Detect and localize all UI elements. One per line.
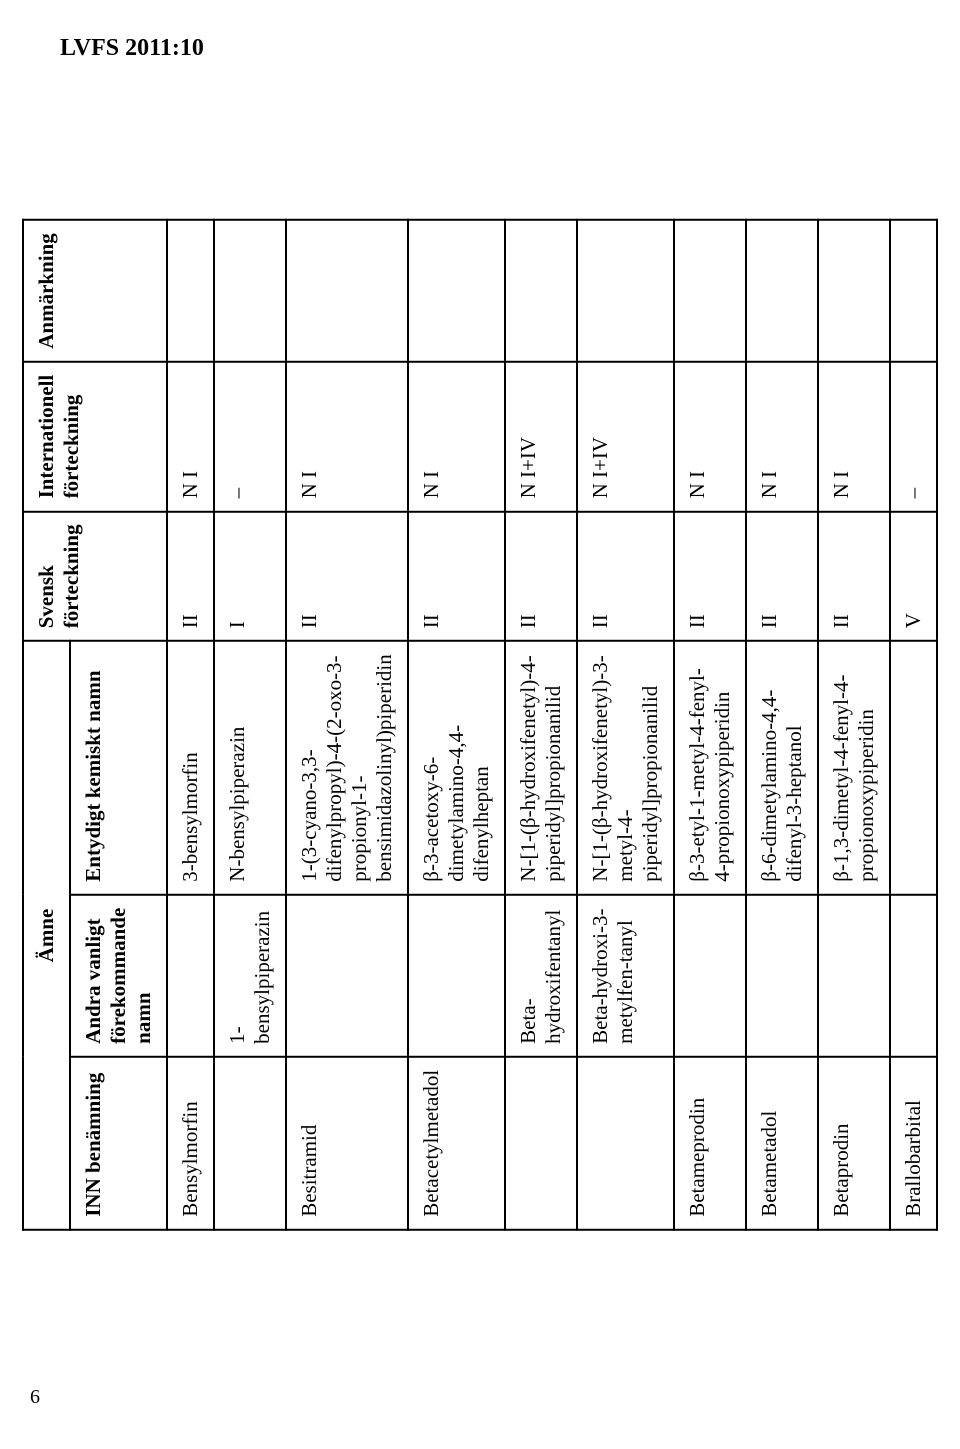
cell-note: [577, 220, 674, 362]
cell-intl: N I: [746, 361, 818, 511]
page-number: 6: [30, 1386, 40, 1409]
document-page: LVFS 2011:10 6 Ämne Svensk förteckning I…: [0, 0, 960, 1449]
cell-inn: Besitramid: [286, 1056, 408, 1229]
substance-table: Ämne Svensk förteckning Internationell f…: [22, 219, 938, 1231]
cell-note: [746, 220, 818, 362]
cell-note: [214, 220, 286, 362]
doc-id-header: LVFS 2011:10: [60, 35, 900, 62]
table-row: Betametadol β-6-dimetylamino-4,4-difenyl-…: [746, 220, 818, 1230]
cell-intl: –: [214, 361, 286, 511]
table-body: Bensylmorfin3-bensylmorfinIIN I1-bensylp…: [167, 220, 937, 1230]
cell-note: [505, 220, 577, 362]
table-header-row-1: Ämne Svensk förteckning Internationell f…: [23, 220, 70, 1230]
cell-chem: N-bensylpiperazin: [214, 641, 286, 894]
cell-inn: Brallobarbital: [890, 1056, 937, 1229]
table-row: Betacetylmetadol β-3-acetoxy-6-dimetylami…: [408, 220, 505, 1230]
cell-inn: [214, 1056, 286, 1229]
cell-alt: Beta-hydroxi-3-metylfen-tanyl: [577, 894, 674, 1056]
cell-chem: β-3-etyl-1-metyl-4-fenyl-4-propionoxypip…: [674, 641, 746, 894]
cell-note: [286, 220, 408, 362]
cell-sv: II: [286, 511, 408, 641]
table-row: Brallobarbital V–: [890, 220, 937, 1230]
cell-intl: N I+IV: [577, 361, 674, 511]
table-row: Beta-hydroxi-3-metylfen-tanylN-[1-(β-hyd…: [577, 220, 674, 1230]
cell-sv: II: [746, 511, 818, 641]
table-row: Beta-hydroxifentanylN-[1-(β-hydroxifenet…: [505, 220, 577, 1230]
cell-note: [408, 220, 505, 362]
cell-note: [818, 220, 890, 362]
cell-sv: II: [818, 511, 890, 641]
cell-sv: II: [505, 511, 577, 641]
cell-inn: Betameprodin: [674, 1056, 746, 1229]
cell-chem: [890, 641, 937, 894]
cell-inn: [505, 1056, 577, 1229]
cell-inn: Bensylmorfin: [167, 1056, 214, 1229]
cell-alt: [408, 894, 505, 1056]
cell-alt: [286, 894, 408, 1056]
col-header-alt: Andra vanligt förekommande namn: [70, 894, 167, 1056]
table-row: Betaprodin β-1,3-dimetyl-4-fenyl-4-propio…: [818, 220, 890, 1230]
cell-intl: N I+IV: [505, 361, 577, 511]
col-header-inn: INN benämning: [70, 1056, 167, 1229]
table-row: Bensylmorfin 3-bensylmorfinIIN I: [167, 220, 214, 1230]
cell-intl: N I: [286, 361, 408, 511]
cell-intl: N I: [674, 361, 746, 511]
cell-inn: Betacetylmetadol: [408, 1056, 505, 1229]
cell-sv: II: [408, 511, 505, 641]
table-row: Betameprodin β-3-etyl-1-metyl-4-fenyl-4-p…: [674, 220, 746, 1230]
cell-intl: N I: [167, 361, 214, 511]
cell-intl: N I: [818, 361, 890, 511]
cell-chem: 3-bensylmorfin: [167, 641, 214, 894]
cell-note: [890, 220, 937, 362]
cell-alt: [674, 894, 746, 1056]
col-header-intl: Internationell förteckning: [23, 361, 167, 511]
table-container: Ämne Svensk förteckning Internationell f…: [22, 219, 938, 1231]
cell-sv: II: [167, 511, 214, 641]
cell-sv: II: [674, 511, 746, 641]
cell-alt: [167, 894, 214, 1056]
cell-alt: [890, 894, 937, 1056]
cell-alt: Beta-hydroxifentanyl: [505, 894, 577, 1056]
col-header-chem: Entydigt kemiskt namn: [70, 641, 167, 894]
cell-note: [674, 220, 746, 362]
cell-chem: N-[1-(β-hydroxifenetyl)-4-piperidyl]prop…: [505, 641, 577, 894]
cell-intl: N I: [408, 361, 505, 511]
cell-alt: [818, 894, 890, 1056]
cell-inn: Betametadol: [746, 1056, 818, 1229]
table-row: Besitramid 1-(3-cyano-3,3-difenylpropyl)-…: [286, 220, 408, 1230]
cell-intl: –: [890, 361, 937, 511]
cell-chem: 1-(3-cyano-3,3-difenylpropyl)-4-(2-oxo-3…: [286, 641, 408, 894]
cell-alt: [746, 894, 818, 1056]
cell-inn: Betaprodin: [818, 1056, 890, 1229]
cell-sv: II: [577, 511, 674, 641]
cell-alt: 1-bensylpiperazin: [214, 894, 286, 1056]
col-group-amne: Ämne: [23, 641, 70, 1230]
cell-sv: V: [890, 511, 937, 641]
cell-inn: [577, 1056, 674, 1229]
cell-chem: β-1,3-dimetyl-4-fenyl-4-propionoxypiperi…: [818, 641, 890, 894]
cell-chem: N-[1-(β-hydroxifenetyl)-3-metyl-4-piperi…: [577, 641, 674, 894]
cell-sv: I: [214, 511, 286, 641]
cell-chem: β-3-acetoxy-6-dimetylamino-4,4-difenylhe…: [408, 641, 505, 894]
col-header-note: Anmärkning: [23, 220, 167, 362]
cell-note: [167, 220, 214, 362]
cell-chem: β-6-dimetylamino-4,4-difenyl-3-heptanol: [746, 641, 818, 894]
table-row: 1-bensylpiperazinN-bensylpiperazinI–: [214, 220, 286, 1230]
col-header-svensk: Svensk förteckning: [23, 511, 167, 641]
